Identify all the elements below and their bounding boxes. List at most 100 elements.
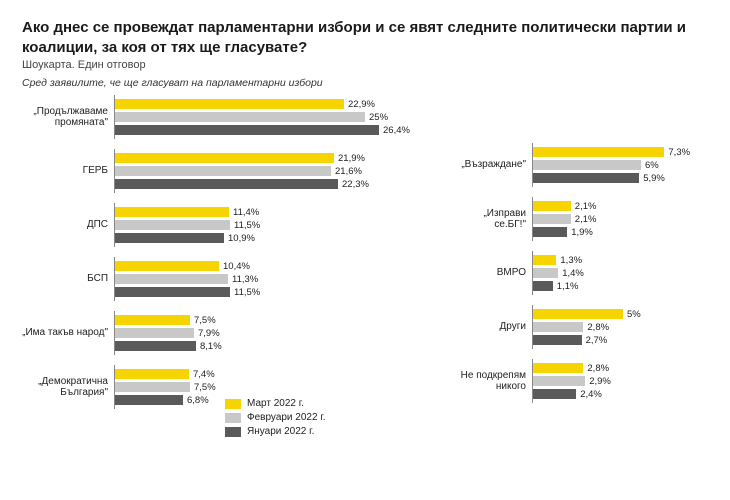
bar-value: 7,4% — [193, 369, 215, 380]
bar-value: 2,1% — [575, 214, 597, 225]
bar-row: 6% — [533, 159, 712, 171]
bar-value: 11,4% — [233, 207, 259, 218]
bar-value: 10,4% — [223, 261, 250, 272]
bar-value: 7,5% — [194, 382, 216, 393]
bar-value: 8,1% — [200, 341, 222, 352]
bar — [115, 287, 230, 297]
bars-wrap: 2,1%2,1%1,9% — [532, 197, 712, 241]
bars-wrap: 1,3%1,4%1,1% — [532, 251, 712, 295]
bar-value: 1,3% — [560, 255, 582, 266]
bar — [533, 214, 571, 224]
bar — [115, 99, 344, 109]
bar — [115, 328, 194, 338]
bar — [533, 160, 641, 170]
party-group: БСП10,4%11,3%11,5% — [22, 257, 442, 301]
legend-label: Февруари 2022 г. — [247, 412, 326, 423]
bar-row: 2,9% — [533, 375, 712, 387]
bar-value: 2,7% — [586, 335, 608, 346]
bar-value: 5% — [627, 309, 641, 320]
bar-value: 2,4% — [580, 389, 602, 400]
bar — [533, 363, 583, 373]
bar — [115, 220, 230, 230]
bar-row: 10,9% — [115, 232, 442, 244]
legend-swatch — [225, 399, 241, 409]
bar-value: 22,3% — [342, 179, 369, 190]
party-label: ГЕРБ — [22, 165, 114, 177]
bars-wrap: 21,9% 21,6% 22,3% — [114, 149, 442, 193]
left-column: „Продължаваме промяната" 22,9%25% 26,4% ГЕР… — [22, 95, 442, 419]
bars-wrap: 22,9%25% 26,4% — [114, 95, 442, 139]
bar — [115, 153, 334, 163]
bar-value: 7,3% — [668, 147, 690, 158]
bar-row: 2,1% — [533, 200, 712, 212]
bar — [533, 147, 664, 157]
bars-wrap: 11,4%11,5% 10,9% — [114, 203, 442, 247]
bar-row: 7,5% — [115, 314, 442, 326]
bars-wrap: 7,5%7,9%8,1% — [114, 311, 442, 355]
party-group: ВМРО1,3%1,4%1,1% — [452, 251, 712, 295]
bar-value: 26,4% — [383, 125, 410, 136]
bar-row: 7,4% — [115, 368, 442, 380]
bar — [533, 255, 556, 265]
bar — [533, 268, 558, 278]
bar-value: 7,5% — [194, 315, 216, 326]
bar — [115, 261, 219, 271]
bar — [533, 389, 576, 399]
party-group: „Има такъв народ"7,5%7,9%8,1% — [22, 311, 442, 355]
bar — [115, 179, 338, 189]
party-label: „Изправи се.БГ!" — [452, 208, 532, 231]
bars-wrap: 5% 2,8% 2,7% — [532, 305, 712, 349]
bars-wrap: 2,8%2,9% 2,4% — [532, 359, 712, 403]
bar — [115, 112, 365, 122]
bar-value: 5,9% — [643, 173, 665, 184]
party-group: „Изправи се.БГ!"2,1%2,1%1,9% — [452, 197, 712, 241]
right-column: „Възраждане"7,3%6%5,9%„Изправи се.БГ!"2,… — [452, 95, 712, 419]
party-group: Други5%2,8%2,7% — [452, 305, 712, 349]
party-label: ДПС — [22, 219, 114, 231]
bar — [533, 227, 567, 237]
bar — [533, 335, 582, 345]
party-group: „Възраждане" 7,3%6% 5,9% — [452, 143, 712, 187]
bar — [115, 274, 228, 284]
bar-value: 11,3% — [232, 274, 258, 285]
bar — [533, 322, 583, 332]
bar — [115, 207, 229, 217]
bar-row: 7,5% — [115, 381, 442, 393]
legend-row: Март 2022 г. — [225, 398, 326, 409]
bar — [533, 281, 553, 291]
legend-swatch — [225, 413, 241, 423]
party-label: Не подкрепям никого — [452, 370, 532, 393]
bar-row: 21,9% — [115, 152, 442, 164]
bar-row: 10,4% — [115, 260, 442, 272]
bar — [115, 315, 190, 325]
party-group: ГЕРБ 21,9% 21,6% 22,3% — [22, 149, 442, 193]
bar-value: 21,6% — [335, 166, 362, 177]
bar — [533, 309, 623, 319]
legend-label: Януари 2022 г. — [247, 426, 314, 437]
bar-value: 11,5% — [234, 287, 260, 298]
bar — [115, 369, 189, 379]
party-label: „Продължаваме промяната" — [22, 106, 114, 129]
legend: Март 2022 г. Февруари 2022 г. Януари 2022 … — [225, 395, 326, 440]
party-label: „Възраждане" — [452, 159, 532, 171]
bar-row: 11,5% — [115, 286, 442, 298]
bar-value: 1,4% — [562, 268, 584, 279]
bar-value: 21,9% — [338, 153, 365, 164]
bar-row: 5,9% — [533, 172, 712, 184]
bar-row: 25% — [115, 111, 442, 123]
bar-row: 8,1% — [115, 340, 442, 352]
bar — [115, 382, 190, 392]
legend-row: Февруари 2022 г. — [225, 412, 326, 423]
bar-row: 2,8% — [533, 362, 712, 374]
bar-value: 2,8% — [587, 322, 609, 333]
bar-row: 7,3% — [533, 146, 712, 158]
party-group: Не подкрепям никого2,8%2,9% 2,4% — [452, 359, 712, 403]
chart-note: Сред заявилите, че ще гласуват на парлам… — [22, 77, 708, 89]
bar-row: 11,5% — [115, 219, 442, 231]
bar-row: 2,8% — [533, 321, 712, 333]
bar-value: 10,9% — [228, 233, 255, 244]
bar — [533, 376, 585, 386]
bar-row: 22,9% — [115, 98, 442, 110]
chart-title: Ако днес се провеждат парламентарни избо… — [22, 18, 708, 57]
bar-value: 22,9% — [348, 99, 375, 110]
